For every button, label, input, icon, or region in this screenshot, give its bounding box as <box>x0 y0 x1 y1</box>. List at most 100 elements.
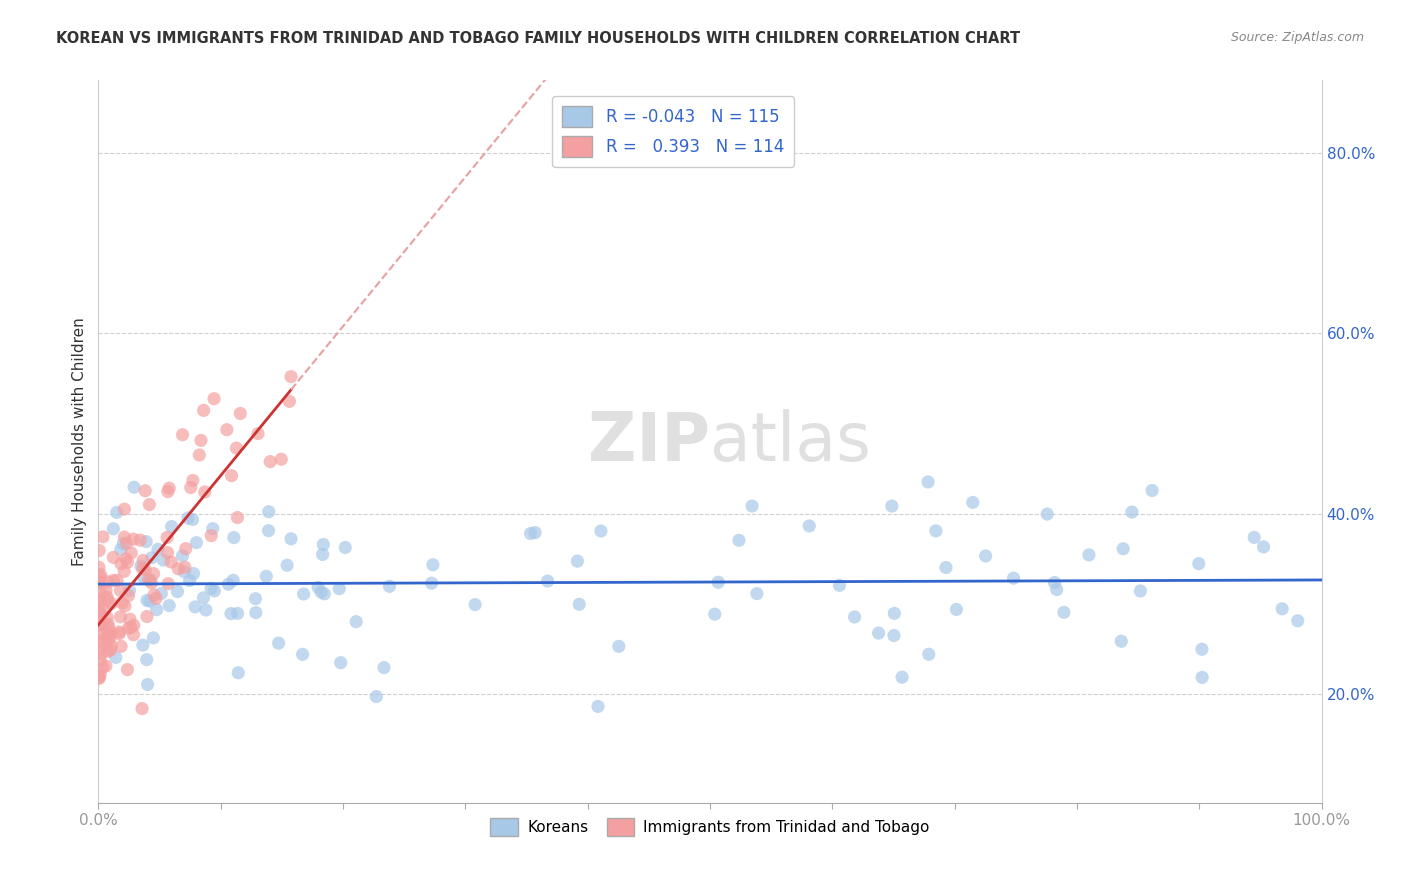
Point <box>142 631 165 645</box>
Point <box>292 587 315 601</box>
Point <box>247 426 270 441</box>
Point <box>167 562 190 576</box>
Point <box>245 606 267 620</box>
Point <box>134 483 156 498</box>
Point <box>935 560 957 574</box>
Point <box>226 607 249 621</box>
Point <box>226 510 249 524</box>
Point <box>335 541 357 555</box>
Point <box>96 591 118 605</box>
Point <box>194 603 217 617</box>
Point <box>152 553 174 567</box>
Point <box>142 566 165 581</box>
Point <box>90 617 112 632</box>
Point <box>1109 634 1132 648</box>
Point <box>87 593 110 607</box>
Point <box>157 599 180 613</box>
Point <box>89 592 111 607</box>
Point <box>87 599 110 614</box>
Point <box>100 643 122 657</box>
Point <box>120 546 142 560</box>
Point <box>129 533 152 548</box>
Point <box>218 577 240 591</box>
Point <box>110 557 132 571</box>
Point <box>166 584 188 599</box>
Point <box>97 574 120 589</box>
Point <box>114 530 136 544</box>
Point <box>174 560 197 574</box>
Point <box>90 626 112 640</box>
Point <box>160 519 183 533</box>
Point <box>868 626 890 640</box>
Point <box>728 533 751 548</box>
Point <box>222 574 245 588</box>
Point <box>259 455 281 469</box>
Point <box>567 554 589 568</box>
Point <box>1191 670 1213 684</box>
Point <box>962 495 984 509</box>
Point <box>118 583 141 598</box>
Point <box>112 502 135 516</box>
Point <box>117 589 139 603</box>
Point <box>1077 548 1099 562</box>
Point <box>103 574 125 588</box>
Point <box>100 640 122 654</box>
Point <box>138 594 160 608</box>
Point <box>219 607 242 621</box>
Point <box>1140 483 1163 498</box>
Point <box>1253 540 1275 554</box>
Point <box>1188 557 1211 571</box>
Point <box>98 632 121 646</box>
Point <box>120 621 142 635</box>
Point <box>226 665 249 680</box>
Point <box>366 690 388 704</box>
Point <box>97 620 120 634</box>
Point <box>138 498 160 512</box>
Point <box>202 392 225 406</box>
Point <box>1243 530 1265 544</box>
Point <box>150 586 173 600</box>
Point <box>707 575 730 590</box>
Text: KOREAN VS IMMIGRANTS FROM TRINIDAD AND TOBAGO FAMILY HOUSEHOLDS WITH CHILDREN CO: KOREAN VS IMMIGRANTS FROM TRINIDAD AND T… <box>56 31 1021 46</box>
Point <box>589 524 612 538</box>
Point <box>917 475 939 489</box>
Point <box>143 588 166 602</box>
Point <box>420 576 443 591</box>
Point <box>254 569 277 583</box>
Point <box>97 594 120 608</box>
Point <box>136 593 159 607</box>
Point <box>87 642 110 657</box>
Point <box>828 578 851 592</box>
Point <box>270 452 292 467</box>
Point <box>90 647 112 661</box>
Point <box>925 524 948 538</box>
Point <box>103 522 125 536</box>
Point <box>115 552 138 566</box>
Point <box>172 549 194 563</box>
Point <box>91 660 114 674</box>
Point <box>267 636 290 650</box>
Point <box>1271 602 1294 616</box>
Point <box>100 597 122 611</box>
Point <box>131 561 153 575</box>
Point <box>87 607 110 621</box>
Point <box>110 583 132 598</box>
Point <box>89 667 111 681</box>
Point <box>174 541 197 556</box>
Point <box>134 562 156 576</box>
Point <box>204 583 226 598</box>
Point <box>146 542 169 557</box>
Point <box>94 659 117 673</box>
Point <box>105 505 128 519</box>
Point <box>422 558 444 572</box>
Point <box>1043 575 1066 590</box>
Point <box>173 565 195 579</box>
Point <box>172 427 194 442</box>
Point <box>373 660 395 674</box>
Point <box>115 536 138 550</box>
Point <box>141 575 163 590</box>
Point <box>89 671 111 685</box>
Point <box>464 598 486 612</box>
Point <box>745 586 768 600</box>
Point <box>190 434 212 448</box>
